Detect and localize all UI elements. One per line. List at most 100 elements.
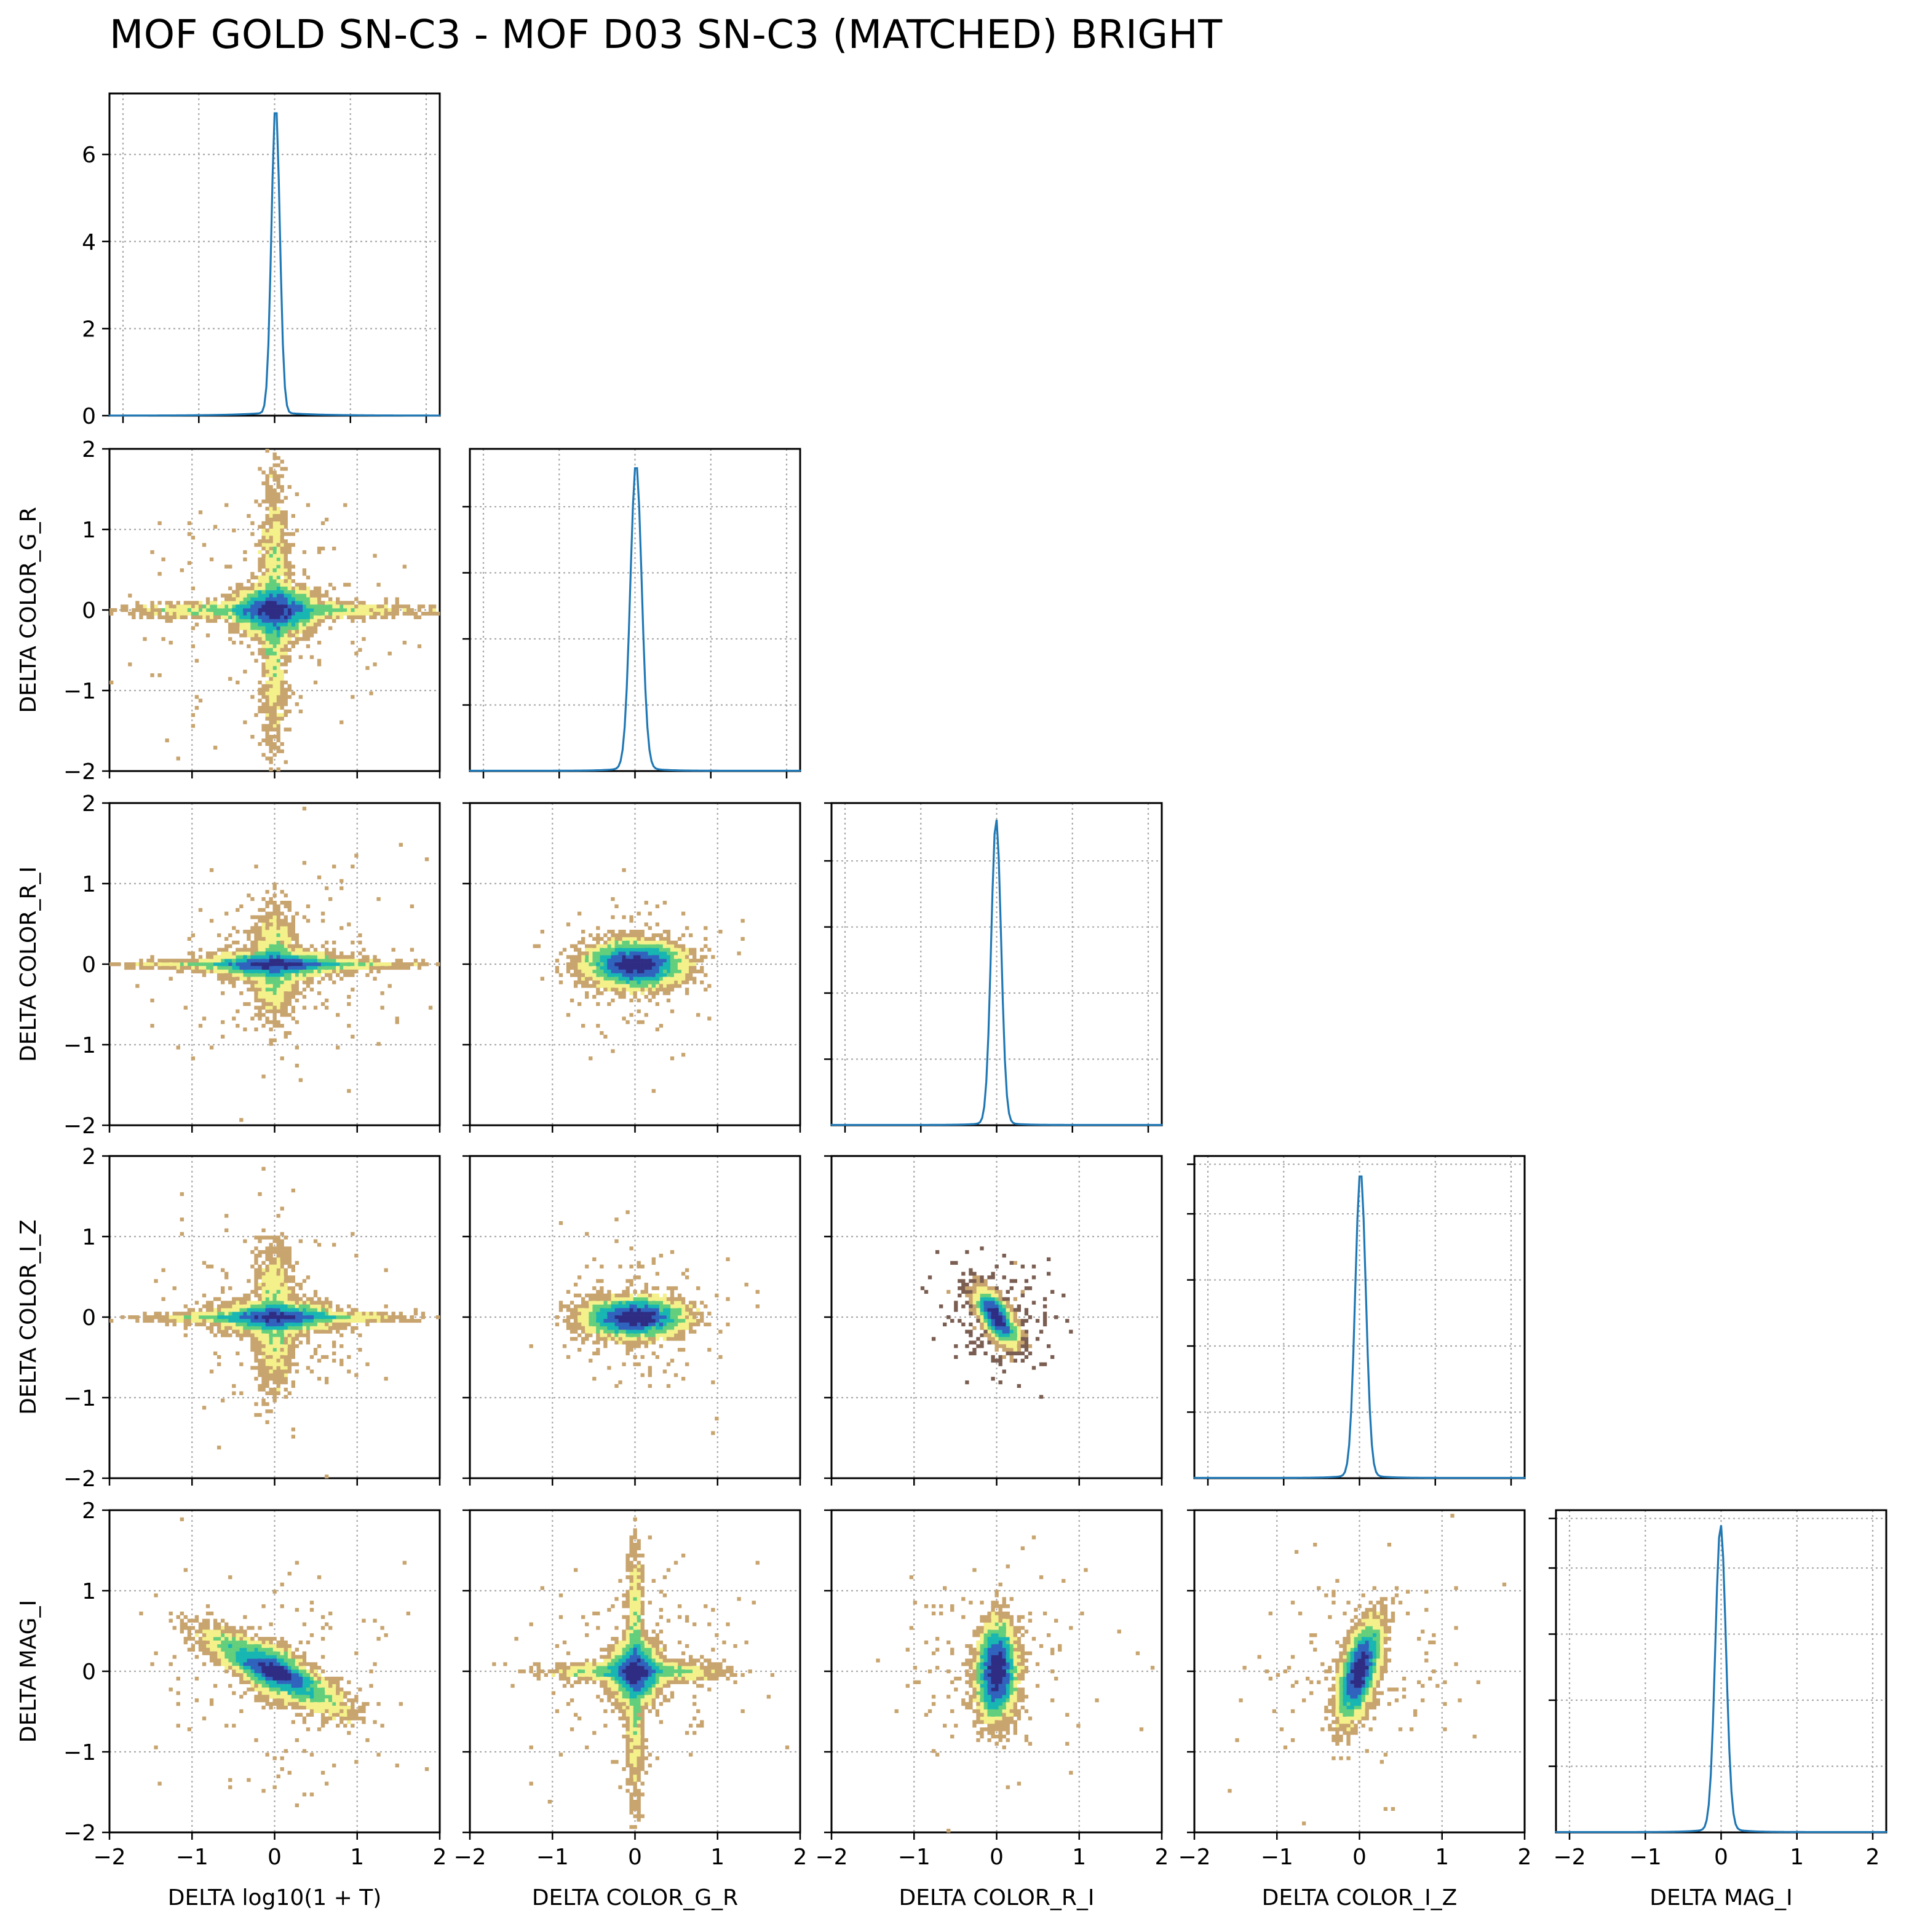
density-bin <box>232 641 236 645</box>
density-bin <box>384 615 388 620</box>
density-bin <box>681 1272 686 1276</box>
density-bin <box>272 995 277 999</box>
density-bin <box>232 969 236 974</box>
density-bin <box>347 965 351 970</box>
density-bin <box>1006 1351 1010 1356</box>
density-bin <box>265 1272 269 1276</box>
density-bin <box>726 1297 730 1301</box>
density-bin <box>298 973 303 977</box>
density-bin <box>280 687 284 692</box>
density-bin <box>670 976 675 981</box>
density-bin <box>693 1301 697 1305</box>
density-bin <box>239 1315 244 1320</box>
density-bin <box>258 503 262 507</box>
density-bin <box>291 1297 295 1301</box>
density-bin <box>180 611 184 616</box>
density-bin <box>280 1308 284 1312</box>
density-bin <box>265 1673 269 1677</box>
density-bin <box>276 1658 280 1663</box>
density-bin <box>228 676 232 681</box>
density-bin <box>269 1312 273 1316</box>
density-bin <box>618 1318 622 1323</box>
density-bin <box>269 926 273 930</box>
density-bin <box>169 611 173 616</box>
density-bin <box>247 1644 251 1649</box>
density-bin <box>272 1275 277 1280</box>
density-bin <box>302 1318 307 1323</box>
density-bin <box>272 709 277 714</box>
density-bin <box>659 1024 664 1028</box>
density-bin <box>243 550 247 555</box>
density-bin <box>558 973 563 977</box>
density-bin <box>651 1315 656 1320</box>
density-bin <box>328 1312 333 1316</box>
density-bin <box>250 1264 255 1269</box>
density-bin <box>295 1318 300 1323</box>
density-bin <box>980 1344 984 1348</box>
density-bin <box>284 915 288 919</box>
density-bin <box>309 951 314 956</box>
density-bin <box>154 1279 158 1283</box>
density-bin <box>666 1384 671 1388</box>
density-bin <box>666 1308 671 1312</box>
density-bin <box>261 1326 266 1330</box>
density-panel-frame <box>469 802 801 1126</box>
density-bin <box>221 1637 225 1641</box>
density-bin <box>317 1315 322 1320</box>
density-bin <box>228 959 232 963</box>
density-bin <box>666 1329 671 1334</box>
density-bin <box>287 1351 292 1356</box>
density-bin <box>320 604 325 609</box>
density-bin <box>618 1380 622 1385</box>
density-bin <box>399 1312 403 1316</box>
density-bin <box>128 965 132 970</box>
density-bin <box>295 944 300 948</box>
density-bin <box>648 969 652 974</box>
density-bin <box>688 1304 693 1308</box>
y-tick-label: 0 <box>82 1660 96 1685</box>
density-bin <box>614 965 619 970</box>
density-bin <box>306 1275 311 1280</box>
histogram-panel-frame <box>830 802 1163 1126</box>
density-bin <box>566 1308 571 1312</box>
density-bin <box>254 604 258 609</box>
density-bin <box>276 1301 280 1305</box>
density-bin <box>320 601 325 605</box>
density-bin <box>191 951 196 956</box>
density-bin <box>651 1351 656 1356</box>
density-bin <box>276 904 280 909</box>
density-bin <box>284 633 288 638</box>
density-bin <box>269 666 273 670</box>
density-bin <box>607 1002 611 1007</box>
density-bin <box>276 662 280 667</box>
density-bin <box>611 1312 615 1316</box>
density-bin <box>618 988 622 992</box>
density-bin <box>1002 1308 1006 1312</box>
density-bin <box>157 601 162 605</box>
density-bin <box>302 1691 307 1695</box>
density-bin <box>413 1312 418 1316</box>
density-bin <box>202 1629 207 1634</box>
density-bin <box>276 1024 280 1028</box>
density-bin <box>154 611 158 616</box>
density-bin <box>243 619 247 623</box>
density-bin <box>339 1308 344 1312</box>
density-bin <box>295 1297 300 1301</box>
density-bin <box>1042 1315 1047 1320</box>
density-bin <box>302 590 307 594</box>
density-bin <box>700 1301 704 1305</box>
density-bin <box>287 973 292 977</box>
density-bin <box>276 1268 280 1272</box>
density-bin <box>954 1301 958 1305</box>
density-bin <box>161 959 165 963</box>
density-bin <box>309 944 314 948</box>
density-bin <box>402 564 407 569</box>
density-bin <box>272 1658 277 1663</box>
density-bin <box>287 1680 292 1684</box>
density-bin <box>291 965 295 970</box>
density-bin <box>272 673 277 678</box>
density-bin <box>980 1286 984 1291</box>
density-bin <box>284 980 288 984</box>
density-bin <box>1020 1351 1025 1356</box>
